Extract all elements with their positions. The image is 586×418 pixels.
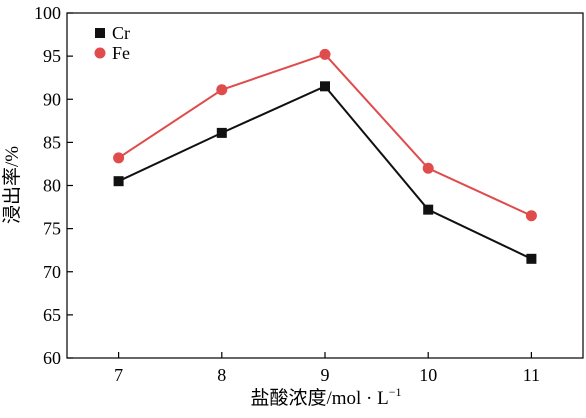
data-point-cr: [320, 81, 330, 92]
legend-label-fe: Fe: [112, 43, 130, 63]
data-point-cr: [113, 176, 124, 187]
x-tick-label: 7: [114, 365, 123, 385]
x-tick-label: 9: [321, 365, 330, 385]
series-line-fe: [118, 53, 532, 217]
data-point-fe: [319, 48, 331, 60]
y-tick-label: 70: [43, 262, 61, 282]
legend-label-cr: Cr: [112, 23, 130, 43]
x-axis-ticks: 7 8 9 10 11: [114, 352, 540, 385]
data-point-fe: [216, 84, 228, 96]
y-axis-title: 浸出率/%: [1, 146, 23, 224]
y-axis-ticks: 60 65 70 75 80 85 90 95 100: [34, 3, 73, 368]
y-tick-label: 100: [34, 3, 61, 23]
data-point-cr: [216, 127, 227, 138]
data-point-fe: [422, 162, 434, 174]
y-tick-label: 80: [43, 176, 61, 196]
x-axis-title-superscript: −1: [389, 385, 402, 399]
x-axis-title: 盐酸浓度/mol · L−1: [250, 385, 401, 409]
x-axis-title-main: 盐酸浓度/mol · L: [250, 387, 388, 409]
data-point-cr: [526, 253, 537, 264]
data-point-cr: [423, 204, 434, 215]
y-tick-label: 95: [43, 46, 61, 66]
x-tick-label: 8: [217, 365, 226, 385]
y-tick-label: 60: [43, 348, 61, 368]
series-line-cr: [118, 85, 532, 260]
data-point-fe: [113, 152, 125, 164]
x-tick-label: 11: [523, 365, 540, 385]
legend-marker-cr: [95, 28, 105, 38]
plot-frame: [66, 12, 584, 359]
series-markers: [113, 48, 537, 264]
y-tick-label: 65: [43, 305, 61, 325]
y-tick-label: 85: [43, 132, 61, 152]
y-tick-label: 90: [43, 89, 61, 109]
legend-marker-fe: [94, 47, 106, 59]
y-tick-label: 75: [43, 219, 61, 239]
x-tick-label: 10: [419, 365, 437, 385]
data-point-fe: [525, 210, 537, 222]
